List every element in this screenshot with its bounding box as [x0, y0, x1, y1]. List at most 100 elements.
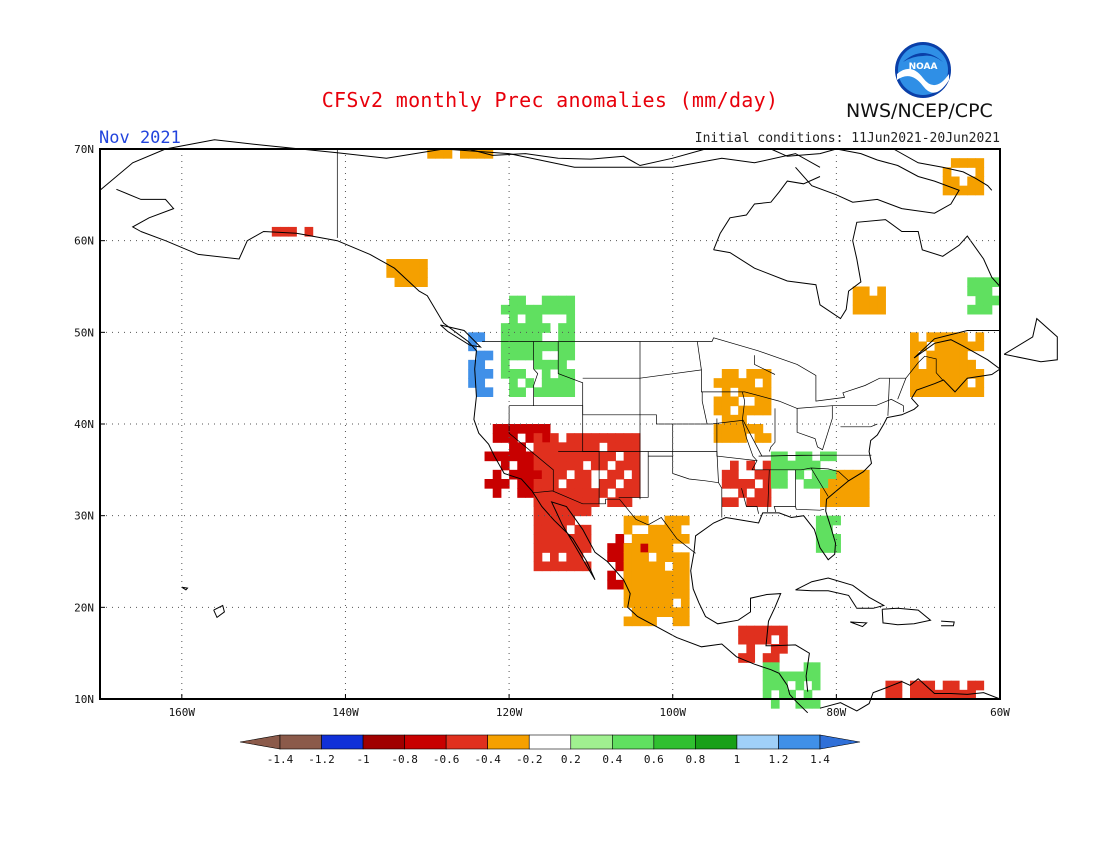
anomaly-cell [762, 653, 772, 663]
anomaly-cell [762, 378, 772, 388]
anomaly-cell [770, 469, 780, 480]
anomaly-cell [860, 295, 870, 306]
lat-lon-grid [100, 149, 1000, 699]
anomaly-cell [762, 396, 772, 407]
anomaly-cell [541, 341, 551, 352]
anomaly-cell [623, 460, 633, 471]
anomaly-cell [615, 469, 625, 480]
anomaly-cell [525, 460, 535, 471]
anomaly-cell [730, 414, 739, 425]
anomaly-cell [648, 543, 657, 553]
anomaly-cell [566, 451, 576, 462]
colorbar-label: -0.2 [516, 753, 543, 766]
anomaly-cell [517, 323, 526, 333]
anomaly-cell [779, 644, 788, 654]
anomaly-cell [566, 350, 576, 361]
anomaly-cell [419, 277, 428, 287]
anomaly-cell [631, 479, 641, 489]
anomaly-cell [926, 387, 936, 397]
anomaly-cell [640, 552, 649, 562]
anomaly-cell [811, 662, 821, 672]
anomaly-cell [484, 479, 494, 489]
anomaly-cell [631, 543, 641, 553]
anomaly-cell [517, 479, 526, 489]
anomaly-cell [533, 515, 543, 526]
colorbar: -1.4 -1.2 -1 -0.8 -0.6 -0.4 -0.2 0.2 0.4 0.6 0.8 1 1… [239, 734, 861, 766]
anomaly-region [713, 369, 772, 443]
anomaly-cell [607, 552, 616, 562]
anomaly-cell [517, 488, 526, 498]
border-line [618, 451, 649, 498]
noaa-logo: NOAA [895, 42, 951, 98]
anomaly-cell [746, 653, 756, 663]
anomaly-cell [500, 433, 510, 443]
border-line [887, 378, 890, 416]
anomaly-cell [533, 488, 543, 498]
anomaly-cell [517, 469, 526, 480]
anomaly-cell [509, 424, 518, 434]
anomaly-cell [541, 543, 551, 553]
anomaly-cell [967, 185, 976, 196]
anomaly-cell [607, 497, 616, 507]
anomaly-cell [541, 359, 551, 370]
anomaly-cell [959, 158, 968, 168]
anomaly-cell [492, 469, 502, 480]
anomaly-cell [623, 589, 633, 599]
anomaly-cell [664, 607, 674, 617]
anomaly-cell [926, 378, 936, 388]
anomaly-cell [566, 488, 576, 498]
anomaly-cell [582, 497, 592, 507]
anomaly-cell [754, 387, 764, 397]
anomaly-cell [852, 469, 862, 480]
anomaly-cell [500, 369, 510, 379]
anomaly-cell [959, 350, 968, 361]
anomaly-cell [599, 488, 608, 498]
coastline [140, 230, 809, 714]
anomaly-cell [509, 469, 518, 480]
anomaly-cell [640, 589, 649, 599]
anomaly-cell [640, 616, 649, 627]
colorbar-label: 1.4 [810, 753, 830, 766]
anomaly-cell [550, 497, 559, 507]
anomaly-cell [680, 589, 690, 599]
anomaly-cell [713, 378, 723, 388]
anomaly-cell [803, 451, 813, 462]
anomaly-cell [582, 534, 592, 544]
coastline [881, 607, 932, 626]
anomaly-cell [762, 680, 772, 691]
x-tick-label: 80W [826, 706, 846, 719]
border-line [582, 369, 904, 409]
anomaly-cell [525, 433, 535, 443]
anomaly-cell [566, 323, 576, 333]
anomaly-cell [558, 460, 567, 471]
anomaly-cell [615, 488, 625, 498]
anomaly-cell [680, 607, 690, 617]
border-line [897, 378, 907, 400]
anomaly-cell [746, 405, 756, 416]
anomaly-cell [762, 662, 772, 672]
anomaly-cell [460, 149, 469, 159]
colorbar-label: 0.2 [561, 753, 581, 766]
colorbar-label: 1.2 [769, 753, 789, 766]
anomaly-cell [950, 332, 960, 342]
anomaly-cell [926, 332, 936, 342]
anomaly-cell [975, 369, 985, 379]
anomaly-cell [443, 149, 453, 159]
anomaly-cell [476, 149, 486, 159]
anomaly-cell [730, 396, 739, 407]
anomaly-cell [517, 460, 526, 471]
anomaly-cell [623, 570, 633, 581]
anomaly-cell [468, 359, 477, 370]
colorbar-label: 0.8 [685, 753, 705, 766]
anomaly-region [427, 149, 494, 159]
anomaly-cell [721, 405, 731, 416]
anomaly-cell [762, 469, 772, 480]
anomaly-cell [672, 579, 682, 590]
anomaly-cell [615, 579, 625, 590]
anomaly-cell [533, 497, 543, 507]
anomaly-cell [713, 405, 723, 416]
anomaly-cell [926, 680, 936, 691]
anomaly-cell [566, 543, 576, 553]
anomaly-cell [386, 259, 396, 269]
anomaly-cell [533, 323, 543, 333]
